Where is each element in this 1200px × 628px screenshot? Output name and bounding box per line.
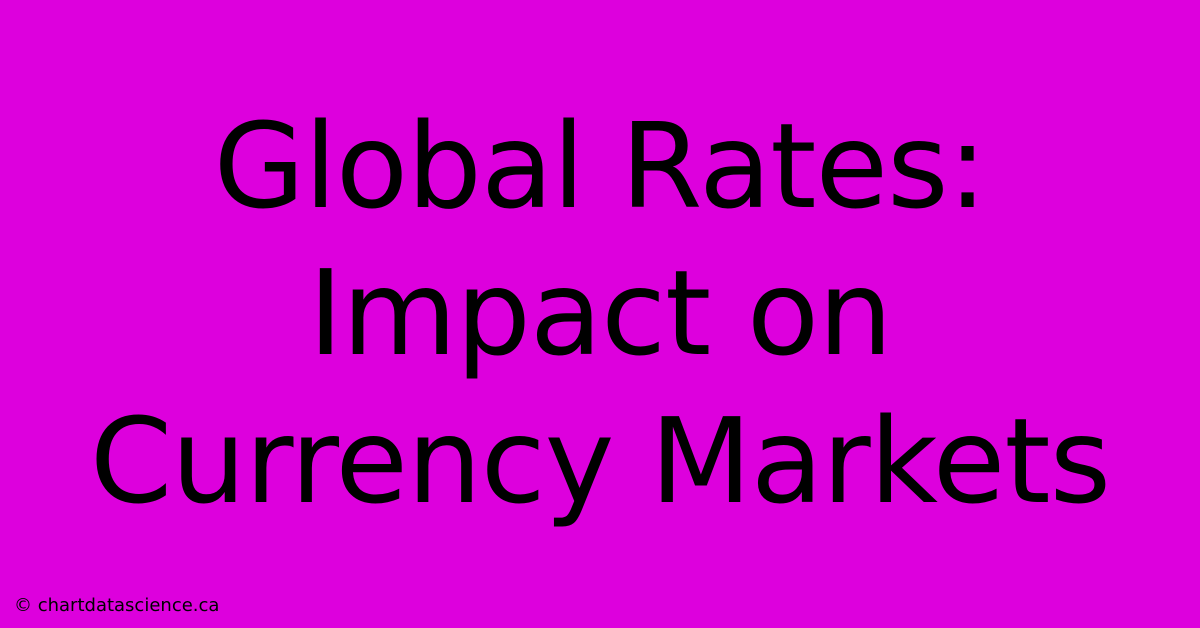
title-line-3: Currency Markets bbox=[90, 392, 1110, 530]
title-line-2: Impact on bbox=[308, 244, 892, 382]
banner-title: Global Rates: Impact on Currency Markets bbox=[90, 93, 1110, 536]
title-line-1: Global Rates: bbox=[214, 97, 987, 235]
attribution-text: © chartdatascience.ca bbox=[14, 595, 219, 616]
